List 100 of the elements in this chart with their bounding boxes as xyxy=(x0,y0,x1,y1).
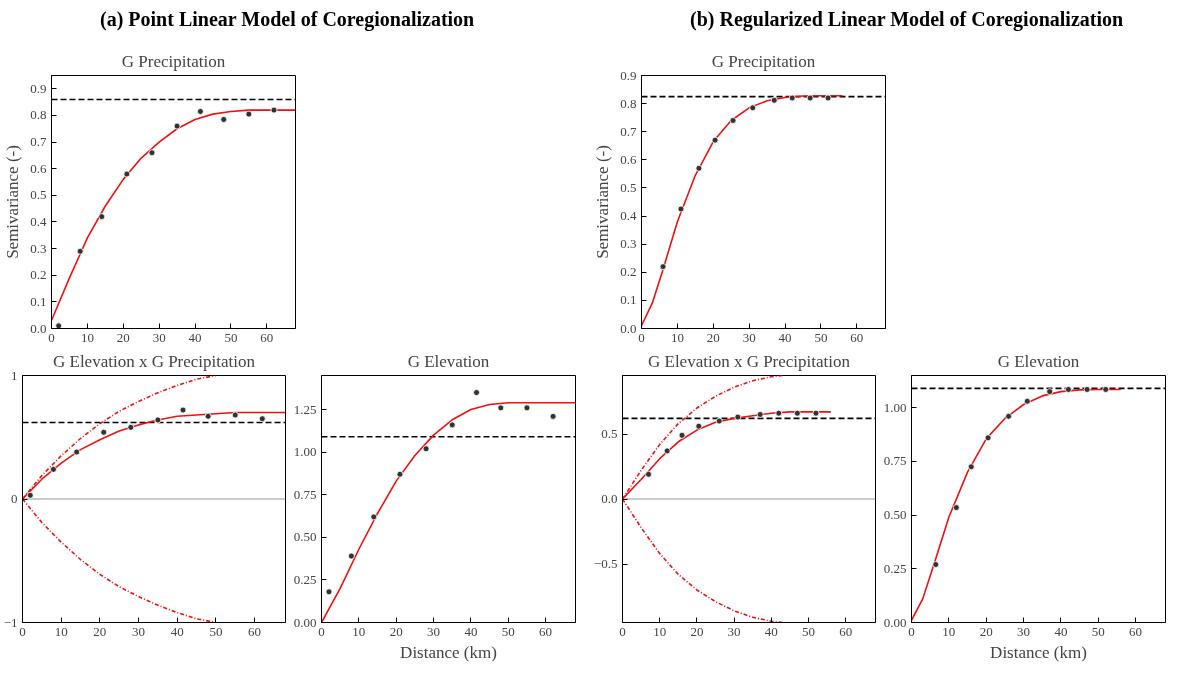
x-tick-label: 50 xyxy=(224,329,238,345)
point xyxy=(770,96,778,104)
y-tick-label: 1.00 xyxy=(293,444,317,460)
point xyxy=(179,406,187,414)
x-tick-label: 40 xyxy=(170,623,184,639)
y-tick-label: 0.1 xyxy=(30,293,47,309)
point xyxy=(824,94,832,102)
point xyxy=(197,108,204,115)
x-tick-label: 60 xyxy=(1129,623,1143,639)
line-series xyxy=(51,109,296,322)
y-axis-title: Semivariance (-) xyxy=(593,145,613,259)
x-tick-label: 30 xyxy=(152,329,166,345)
x-tick-label: 60 xyxy=(539,623,553,639)
point xyxy=(231,411,239,419)
point xyxy=(370,513,378,521)
x-tick-label: 30 xyxy=(1017,623,1031,639)
point xyxy=(173,122,181,130)
y-tick-label: 0.8 xyxy=(620,95,637,111)
point xyxy=(448,421,456,429)
y-tick-label: 0.7 xyxy=(30,134,47,150)
y-tick-label: 0.5 xyxy=(30,187,47,203)
y-tick-label: 0.6 xyxy=(620,151,637,167)
y-tick-label: 0.6 xyxy=(30,160,47,176)
point xyxy=(497,404,505,412)
y-tick-label: 0.7 xyxy=(620,123,637,139)
point xyxy=(734,413,742,421)
x-tick-label: 10 xyxy=(54,623,68,639)
y-tick-label: 0.0 xyxy=(30,320,47,336)
point xyxy=(1083,386,1091,393)
point xyxy=(749,104,757,112)
y-tick-label: 0.00 xyxy=(883,614,907,630)
point xyxy=(967,463,975,471)
point xyxy=(695,422,703,430)
x-tick-label: 20 xyxy=(116,329,130,345)
point xyxy=(396,470,404,478)
point xyxy=(55,322,63,329)
y-tick-label: 0.50 xyxy=(883,507,907,523)
y-tick-label: 1 xyxy=(11,367,18,383)
point xyxy=(1064,386,1072,393)
point xyxy=(932,561,940,568)
point xyxy=(715,417,723,425)
x-tick-label: 50 xyxy=(802,623,816,639)
chart-title: (a) Point Linear Model of Coregionalization xyxy=(100,7,475,33)
point xyxy=(50,465,57,473)
point xyxy=(473,389,480,396)
y-tick-label: 0.75 xyxy=(883,453,907,469)
y-tick-label: −1 xyxy=(3,614,18,630)
point xyxy=(711,136,719,144)
x-tick-label: 10 xyxy=(653,623,667,639)
point xyxy=(220,116,228,123)
point xyxy=(1102,386,1110,393)
point xyxy=(1023,397,1031,405)
chart-title: G Elevation xyxy=(407,351,490,371)
x-tick-label: 50 xyxy=(209,623,223,639)
y-tick-label: 0.5 xyxy=(601,426,618,441)
point xyxy=(245,110,253,118)
point xyxy=(952,504,960,511)
y-tick-label: 0.50 xyxy=(293,529,317,545)
x-tick-label: 10 xyxy=(80,329,94,345)
y-tick-label: 0.5 xyxy=(620,179,637,195)
chart-title: G Elevation xyxy=(997,351,1080,371)
point xyxy=(422,445,430,453)
x-tick-label: 30 xyxy=(427,623,441,639)
line-series xyxy=(641,94,844,327)
y-tick-label: 0.25 xyxy=(293,571,317,587)
x-axis-title: Distance (km) xyxy=(400,642,497,662)
point xyxy=(659,263,667,271)
point xyxy=(812,409,820,417)
x-tick-label: 20 xyxy=(979,623,993,639)
point xyxy=(695,164,703,172)
y-tick-label: 0.9 xyxy=(620,67,637,83)
y-tick-label: 0.8 xyxy=(30,107,47,123)
x-tick-label: 40 xyxy=(1054,623,1068,639)
point xyxy=(73,448,81,456)
y-tick-label: 0.3 xyxy=(30,240,47,256)
point xyxy=(270,106,278,114)
chart-title: (b) Regularized Linear Model of Coregionalization xyxy=(690,7,1124,33)
point xyxy=(26,491,34,499)
x-tick-label: 60 xyxy=(260,329,274,345)
x-tick-label: 30 xyxy=(742,329,756,345)
x-tick-label: 30 xyxy=(727,623,741,639)
y-tick-label: 1.00 xyxy=(883,399,907,415)
chart-subtitle: G Precipitation xyxy=(121,51,226,71)
point xyxy=(984,434,992,442)
point xyxy=(98,213,106,221)
point xyxy=(204,412,212,420)
point xyxy=(148,149,156,157)
chart-subtitle: G Precipitation xyxy=(711,51,816,71)
y-tick-label: 0.4 xyxy=(620,208,637,224)
point xyxy=(677,205,685,213)
y-tick-label: 0.00 xyxy=(293,614,317,630)
x-tick-label: 10 xyxy=(670,329,684,345)
point xyxy=(775,409,783,417)
x-tick-label: 20 xyxy=(389,623,403,639)
point xyxy=(645,470,652,478)
point xyxy=(663,447,671,455)
x-tick-label: 60 xyxy=(839,623,853,639)
x-tick-label: 40 xyxy=(778,329,792,345)
point xyxy=(523,404,531,412)
y-axis-title: Semivariance (-) xyxy=(3,145,23,259)
